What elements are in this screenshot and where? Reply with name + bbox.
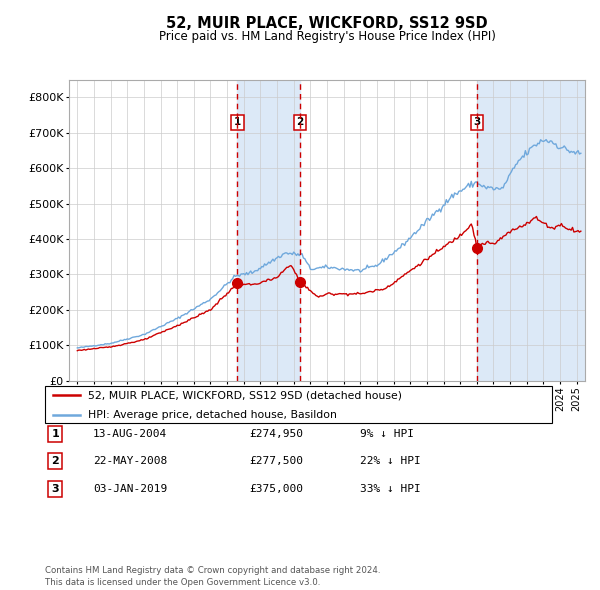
Text: 03-JAN-2019: 03-JAN-2019 — [93, 484, 167, 494]
Text: 52, MUIR PLACE, WICKFORD, SS12 9SD: 52, MUIR PLACE, WICKFORD, SS12 9SD — [166, 16, 488, 31]
Text: HPI: Average price, detached house, Basildon: HPI: Average price, detached house, Basi… — [88, 410, 337, 420]
Text: 3: 3 — [473, 117, 481, 127]
FancyBboxPatch shape — [45, 386, 552, 423]
Text: 1: 1 — [52, 429, 59, 438]
Text: £274,950: £274,950 — [249, 429, 303, 438]
Text: 52, MUIR PLACE, WICKFORD, SS12 9SD (detached house): 52, MUIR PLACE, WICKFORD, SS12 9SD (deta… — [88, 390, 402, 400]
Text: 3: 3 — [52, 484, 59, 494]
Text: 2: 2 — [52, 457, 59, 466]
Bar — [238, 80, 300, 381]
Text: 2: 2 — [296, 117, 304, 127]
Text: Contains HM Land Registry data © Crown copyright and database right 2024.
This d: Contains HM Land Registry data © Crown c… — [45, 566, 380, 587]
Text: 22% ↓ HPI: 22% ↓ HPI — [360, 457, 421, 466]
Text: 9% ↓ HPI: 9% ↓ HPI — [360, 429, 414, 438]
Text: 22-MAY-2008: 22-MAY-2008 — [93, 457, 167, 466]
Text: Price paid vs. HM Land Registry's House Price Index (HPI): Price paid vs. HM Land Registry's House … — [158, 30, 496, 43]
Text: 33% ↓ HPI: 33% ↓ HPI — [360, 484, 421, 494]
Text: 13-AUG-2004: 13-AUG-2004 — [93, 429, 167, 438]
Text: 1: 1 — [234, 117, 241, 127]
Bar — [477, 80, 585, 381]
Text: £277,500: £277,500 — [249, 457, 303, 466]
Text: £375,000: £375,000 — [249, 484, 303, 494]
